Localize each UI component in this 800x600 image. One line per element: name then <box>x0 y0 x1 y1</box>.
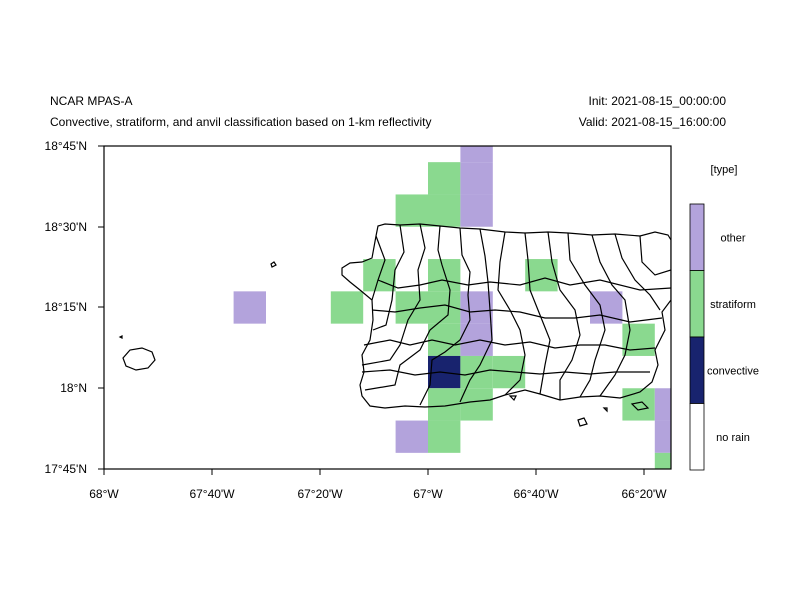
lat-tick-label: 18°N <box>60 381 87 395</box>
rain-cell-other <box>460 194 493 227</box>
legend-swatch-stratiform <box>689 270 705 338</box>
lon-tick-label: 67°W <box>413 487 443 501</box>
lat-tick-label: 17°45'N <box>45 462 87 476</box>
lon-tick-label: 67°20'W <box>297 487 343 501</box>
type-legend: other stratiform convective no rain <box>689 203 759 471</box>
axis-ticks <box>98 145 645 475</box>
rain-cell-stratiform <box>622 323 655 356</box>
legend-swatch-no-rain <box>689 403 705 471</box>
rain-cell-other <box>460 162 493 195</box>
legend-label: no rain <box>716 432 750 444</box>
valid-time: Valid: 2021-08-15_16:00:00 <box>578 115 726 129</box>
rain-cell-stratiform <box>395 194 428 227</box>
lon-tick-label: 68°W <box>89 487 119 501</box>
legend-label: convective <box>707 365 759 377</box>
rain-cell-other <box>654 388 671 421</box>
lat-tick-label: 18°15'N <box>45 300 87 314</box>
rain-cell-stratiform <box>428 162 461 195</box>
rain-cell-other <box>233 291 266 324</box>
lon-tick-label: 66°40'W <box>513 487 559 501</box>
legend-label: stratiform <box>710 299 756 311</box>
rain-cell-stratiform <box>622 388 655 421</box>
rain-cell-stratiform <box>428 194 461 227</box>
legend-title: [type] <box>711 164 738 176</box>
map-description: Convective, stratiform, and anvil classi… <box>50 115 432 129</box>
lon-tick-label: 67°40'W <box>189 487 235 501</box>
lon-tick-label: 66°20'W <box>621 487 667 501</box>
rain-cell-stratiform <box>330 291 364 324</box>
rain-cell-other <box>460 291 493 324</box>
lat-tick-label: 18°45'N <box>45 139 87 153</box>
coastline-and-municipal-boundaries <box>118 223 671 427</box>
rain-cell-other <box>460 146 493 163</box>
rain-cell-other <box>590 291 623 324</box>
rain-cell-stratiform <box>460 388 493 421</box>
legend-swatch-convective <box>689 336 705 404</box>
legend-swatch-other <box>689 203 705 271</box>
map-frame <box>103 145 672 470</box>
rain-cell-other <box>654 420 671 453</box>
rain-cell-stratiform <box>428 420 461 453</box>
lat-tick-label: 18°30'N <box>45 220 87 234</box>
rain-type-cells <box>233 146 671 469</box>
rain-cell-stratiform <box>654 452 671 469</box>
rain-cell-stratiform <box>428 259 461 292</box>
legend-label: other <box>720 232 745 244</box>
model-title: NCAR MPAS-A <box>50 94 133 108</box>
init-time: Init: 2021-08-15_00:00:00 <box>588 94 726 108</box>
rain-cell-other <box>395 420 428 453</box>
